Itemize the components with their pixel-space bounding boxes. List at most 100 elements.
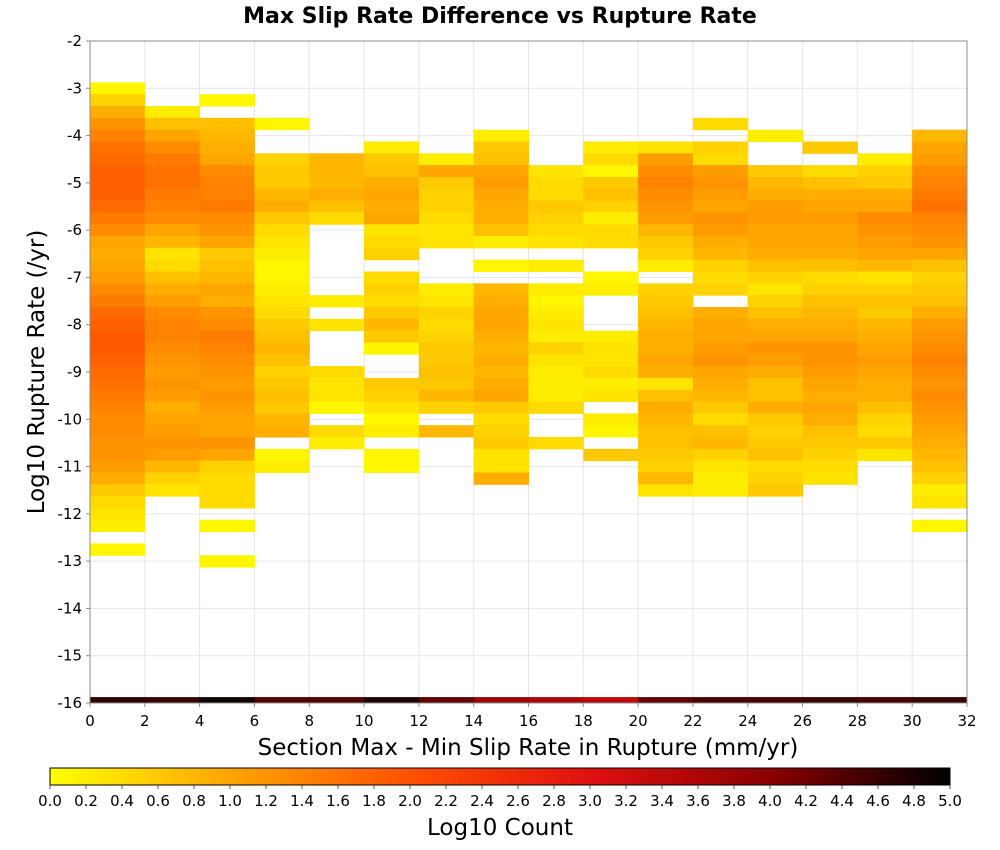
heatmap-cell (857, 330, 913, 343)
heatmap-cell (309, 377, 365, 391)
y-axis-label: Log10 Rupture Rate (/yr) (24, 230, 50, 515)
heatmap-cell (747, 200, 804, 213)
heatmap-cell (583, 425, 639, 438)
heatmap-cell (857, 437, 913, 450)
heatmap-cell (90, 342, 146, 355)
heatmap-cell (254, 176, 310, 190)
heatmap-cell (90, 271, 146, 284)
heatmap-cell (802, 401, 858, 414)
y-tick-label: -4 (67, 127, 82, 145)
heatmap-cell (692, 306, 749, 320)
heatmap-cell (309, 697, 365, 703)
heatmap-cell (802, 460, 858, 473)
heatmap-cell (912, 697, 968, 703)
heatmap-cell (309, 153, 365, 166)
heatmap-cell (528, 318, 584, 332)
y-tick-label: -15 (58, 647, 83, 665)
heatmap-cell (473, 176, 529, 190)
x-tick-label: 32 (957, 712, 976, 730)
heatmap-cell (309, 165, 365, 178)
colorbar-tick-label: 1.0 (218, 792, 242, 810)
heatmap-cell (912, 247, 968, 261)
heatmap-cell (254, 165, 310, 178)
heatmap-cell (199, 188, 255, 202)
y-tick-label: -3 (67, 79, 82, 97)
heatmap-cell (638, 401, 694, 414)
heatmap-cell (912, 129, 968, 142)
heatmap-cell (528, 283, 584, 296)
heatmap-cell (473, 401, 529, 414)
heatmap-cell (912, 318, 968, 332)
heatmap-cell (364, 342, 420, 355)
heatmap-cell (638, 437, 694, 450)
heatmap-cell (90, 472, 146, 485)
heatmap-cell (857, 697, 913, 703)
colorbar-tick-label: 0.0 (38, 792, 62, 810)
heatmap-cell (364, 330, 420, 343)
heatmap-cell (199, 176, 255, 190)
y-axis-ticks: -2 -3 -4 -5 -6 -7 -8 -9 -10 -11 -12 -13 -14 -15 -16 (58, 32, 90, 712)
heatmap-cell (473, 472, 529, 485)
heatmap-cell (90, 295, 146, 308)
heatmap-cell (692, 437, 749, 450)
heatmap-cell (692, 236, 749, 249)
heatmap-cell (144, 271, 201, 284)
heatmap-cell (528, 697, 584, 703)
heatmap-cell (254, 697, 310, 703)
heatmap-cell (199, 283, 255, 296)
heatmap-cell (90, 188, 146, 202)
heatmap-cell (912, 141, 968, 154)
heatmap-cell (912, 472, 968, 485)
heatmap-cell (144, 460, 201, 473)
colorbar-label: Log10 Count (427, 815, 573, 841)
heatmap-cell (418, 212, 475, 225)
heatmap-cell (473, 165, 529, 178)
heatmap-cell (638, 247, 694, 261)
heatmap-cell (309, 437, 365, 450)
y-tick-label: -12 (58, 505, 83, 523)
heatmap-cell (583, 377, 639, 391)
heatmap-cell (144, 389, 201, 403)
heatmap-cell (857, 224, 913, 237)
heatmap-cell (912, 330, 968, 343)
heatmap-cell (638, 425, 694, 438)
heatmap-cell (199, 366, 255, 379)
heatmap-cell (418, 342, 475, 355)
heatmap-cell (857, 295, 913, 308)
heatmap-cell (692, 117, 749, 131)
heatmap-cell (692, 271, 749, 284)
heatmap-cell (473, 153, 529, 166)
heatmap-cell (857, 318, 913, 332)
heatmap-cell (199, 306, 255, 320)
heatmap-cell (692, 697, 749, 703)
heatmap-cell (254, 259, 310, 273)
heatmap-cell (418, 306, 475, 320)
heatmap-cell (802, 448, 858, 462)
heatmap-cell (473, 389, 529, 403)
heatmap-cell (418, 236, 475, 249)
heatmap-cell (418, 377, 475, 391)
heatmap-cell (418, 188, 475, 202)
heatmap-cell (692, 425, 749, 438)
heatmap-cell (144, 106, 201, 119)
heatmap-cell (747, 306, 804, 320)
heatmap-cell (583, 200, 639, 213)
heatmap-cell (747, 366, 804, 379)
heatmap-cell (90, 283, 146, 296)
heatmap-cell (692, 366, 749, 379)
heatmap-cell (912, 283, 968, 296)
heatmap-cell (473, 377, 529, 391)
heatmap-cell (144, 129, 201, 142)
heatmap-cell (528, 342, 584, 355)
heatmap-cell (199, 236, 255, 249)
x-tick-label: 2 (140, 712, 150, 730)
heatmap-cell (90, 176, 146, 190)
heatmap-cell (912, 496, 968, 509)
heatmap-cell (309, 318, 365, 332)
heatmap-cell (199, 555, 255, 568)
heatmap-cell (473, 141, 529, 154)
heatmap-cell (583, 697, 639, 703)
heatmap-cell (144, 117, 201, 131)
heatmap-cell (692, 342, 749, 355)
heatmap-cell (528, 295, 584, 308)
